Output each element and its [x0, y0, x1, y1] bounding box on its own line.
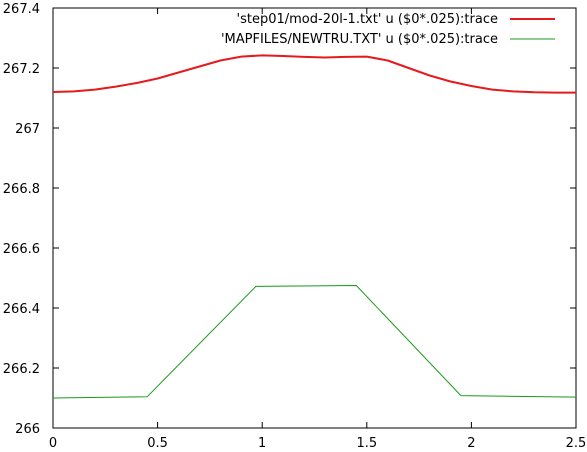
y-tick-label: 266.6: [3, 242, 40, 257]
x-tick-label: 0.5: [147, 436, 168, 451]
y-tick-label: 266: [15, 422, 40, 437]
x-tick-label: 1.5: [356, 436, 377, 451]
series-line-2: [52, 285, 577, 399]
y-tick-label: 267.4: [3, 2, 40, 17]
y-tick-label: 266.2: [3, 362, 40, 377]
y-tick-labels: 266 266.2 266.4 266.6 266.8 267 267.2 267.4: [3, 2, 40, 437]
plot-frame: [52, 7, 577, 429]
y-tick-label: 266.8: [3, 182, 40, 197]
series-line-1: [52, 54, 576, 94]
y-tick-label: 267: [15, 122, 40, 137]
x-tick-label: 1: [258, 436, 266, 451]
x-tick-label: 2: [467, 436, 475, 451]
x-tick-label: 2.5: [566, 436, 587, 451]
x-tick-label: 0: [49, 436, 57, 451]
x-tick-labels: 0 0.5 1 1.5 2 2.5: [49, 436, 586, 451]
legend-label-series-2: 'MAPFILES/NEWTRU.TXT' u ($0*.025):trace: [221, 32, 498, 47]
y-tick-label: 266.4: [3, 302, 40, 317]
legend-label-series-1: 'step01/mod-20l-1.txt' u ($0*.025):trace: [237, 12, 498, 27]
legend: 'step01/mod-20l-1.txt' u ($0*.025):trace…: [221, 12, 555, 47]
tick-marks: [52, 7, 577, 429]
y-tick-label: 267.2: [3, 62, 40, 77]
series-lines: [52, 54, 577, 399]
